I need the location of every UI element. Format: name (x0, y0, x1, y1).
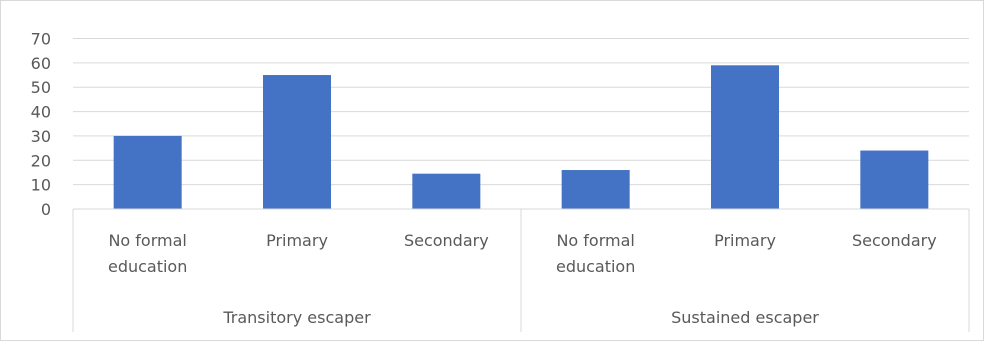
bars (113, 65, 929, 210)
x-category-label-line: No formal (108, 231, 186, 250)
bar (711, 65, 779, 210)
bar (113, 135, 182, 209)
y-tick-label: 60 (31, 54, 51, 73)
x-category-label-line: education (108, 257, 187, 276)
y-tick-label: 0 (41, 200, 51, 219)
bar (860, 150, 929, 209)
y-tick-label: 20 (31, 151, 51, 170)
x-category-label-line: Secondary (404, 231, 489, 250)
x-category-label: No formal education (556, 231, 635, 276)
x-category-label-line: No formal (556, 231, 634, 250)
x-category-label-line: education (556, 257, 635, 276)
x-category-label-line: Secondary (852, 231, 937, 250)
x-category-label-line: Primary (714, 231, 776, 250)
bar (412, 173, 481, 209)
x-group-label: Transitory escaper (222, 308, 371, 327)
x-category-label: Primary (714, 231, 776, 250)
y-tick-label: 10 (31, 176, 51, 195)
grid-lines (73, 38, 969, 186)
y-tick-label: 30 (31, 127, 51, 146)
y-tick-label: 40 (31, 103, 51, 122)
x-category-label: Primary (266, 231, 328, 250)
x-category-label: Secondary (404, 231, 489, 250)
x-group-label: Sustained escaper (671, 308, 819, 327)
x-category-label: No formal education (108, 231, 187, 276)
bar (561, 170, 630, 209)
y-tick-label: 70 (31, 30, 51, 49)
y-axis-ticks: 0 10 20 30 40 50 60 70 (31, 30, 51, 220)
x-axis-labels: No formal education Primary Secondary No for… (108, 231, 937, 327)
bar (263, 75, 331, 210)
x-category-label-line: Primary (266, 231, 328, 250)
x-axis (72, 208, 970, 332)
x-category-label: Secondary (852, 231, 937, 250)
y-tick-label: 50 (31, 78, 51, 97)
